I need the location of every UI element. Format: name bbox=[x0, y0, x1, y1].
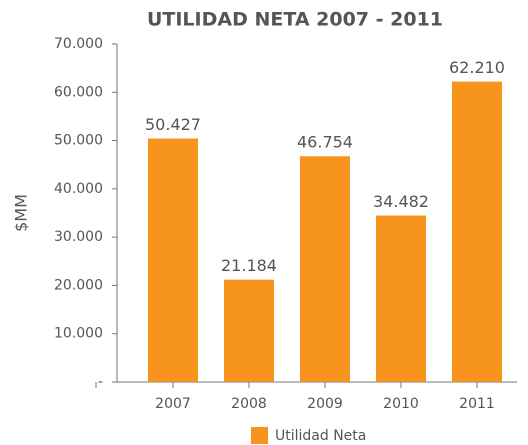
y-tick-label: 40.000 bbox=[54, 181, 103, 197]
legend-label: Utilidad Neta bbox=[275, 428, 366, 444]
x-tick-label: 2010 bbox=[383, 396, 419, 412]
y-tick-label: 60.000 bbox=[54, 84, 103, 100]
value-label: 21.184 bbox=[221, 256, 277, 275]
bar bbox=[224, 279, 274, 382]
y-tick-label: 50.000 bbox=[54, 133, 103, 149]
chart-title: UTILIDAD NETA 2007 - 2011 bbox=[147, 9, 443, 31]
value-label: 46.754 bbox=[297, 133, 353, 152]
legend-swatch bbox=[251, 427, 268, 444]
y-tick-label: 30.000 bbox=[54, 229, 103, 245]
value-label: 50.427 bbox=[145, 115, 201, 134]
bar bbox=[452, 81, 502, 383]
y-axis-label: $MM bbox=[12, 194, 31, 232]
y-tick-label: 70.000 bbox=[54, 36, 103, 52]
x-tick-label: 2007 bbox=[155, 396, 191, 412]
value-label: 62.210 bbox=[449, 58, 505, 77]
y-tick-label: 10.000 bbox=[54, 326, 103, 342]
y-tick-label: - bbox=[98, 374, 103, 390]
bar bbox=[300, 156, 350, 382]
x-tick-label: 2009 bbox=[307, 396, 343, 412]
x-tick-label: 2008 bbox=[231, 396, 267, 412]
bar bbox=[376, 215, 426, 382]
value-label: 34.482 bbox=[373, 192, 429, 211]
x-tick-label: 2011 bbox=[459, 396, 495, 412]
bar bbox=[148, 138, 198, 382]
y-tick-label: 20.000 bbox=[54, 277, 103, 293]
